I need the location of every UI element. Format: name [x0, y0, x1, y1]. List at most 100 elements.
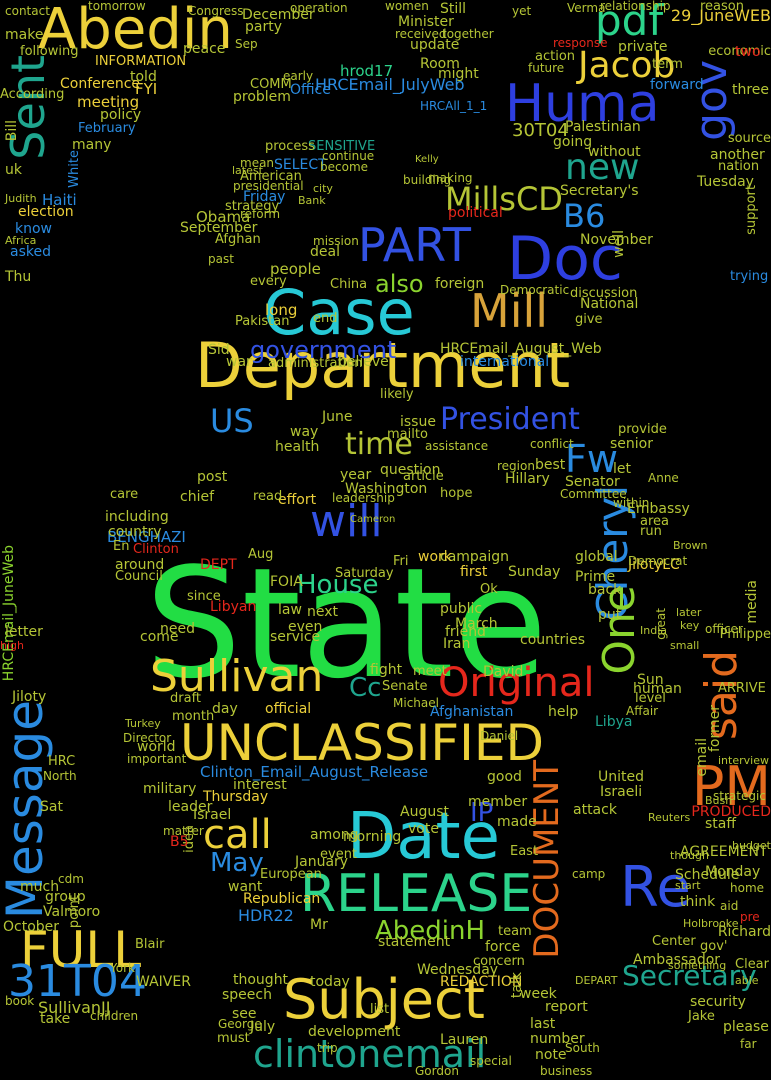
cloud-word-libya: Libya	[595, 714, 633, 730]
cloud-word-assistance: assistance	[425, 439, 489, 453]
cloud-word-letter: letter	[5, 624, 43, 640]
cloud-word-libyan: Libyan	[210, 599, 257, 615]
cloud-word-judith: Judith	[5, 192, 37, 205]
cloud-word-response: response	[553, 36, 608, 50]
cloud-word-doc: Doc	[507, 224, 623, 294]
cloud-word-embassy: Embassy	[627, 501, 690, 517]
cloud-word-lauren: Lauren	[440, 1032, 489, 1048]
cloud-word-department: Department	[195, 329, 571, 402]
cloud-word-prime: Prime	[575, 569, 616, 585]
cloud-word-update: update	[410, 37, 460, 53]
cloud-word-take: take	[40, 1011, 71, 1027]
cloud-word-hdr22: HDR22	[238, 906, 294, 925]
cloud-word-work: work	[418, 549, 452, 565]
cloud-word-one: One	[594, 585, 645, 675]
cloud-word-tuesday: Tuesday	[697, 174, 754, 190]
cloud-word-obama: Obama	[196, 208, 251, 226]
cloud-word-long: long	[265, 301, 298, 319]
cloud-word-jake: Jake	[688, 1009, 715, 1024]
cloud-word-trip: trip	[317, 1041, 338, 1055]
cloud-word-fw: Fw	[565, 437, 618, 481]
cloud-word-hrod17: hrod17	[340, 62, 394, 80]
cloud-word-jacob: Jacob	[578, 45, 676, 86]
cloud-word-military: military	[143, 781, 197, 797]
cloud-word-t31t04: 31T04	[8, 956, 147, 1007]
cloud-word-area: area	[640, 514, 669, 529]
cloud-word-european: European	[260, 867, 322, 882]
cloud-word-next: next	[307, 604, 339, 620]
cloud-word-public: public	[440, 601, 483, 617]
cloud-word-chief: chief	[180, 489, 215, 505]
cloud-word-committee: Committee	[560, 487, 627, 501]
cloud-word-democratic: Democratic	[500, 283, 570, 297]
cloud-word-february: February	[78, 121, 136, 136]
cloud-word-senator: Senator	[565, 474, 620, 490]
cloud-word-waiver: WAIVER	[136, 974, 191, 990]
cloud-word-leadership: leadership	[332, 491, 395, 505]
cloud-word-house: House	[297, 570, 379, 600]
cloud-word-mailto: mailto	[387, 427, 428, 442]
cloud-word-sunday: Sunday	[508, 564, 561, 580]
cloud-word-question: question	[380, 462, 441, 478]
cloud-word-run: run	[640, 524, 662, 539]
cloud-word-told: told	[130, 69, 157, 85]
cloud-word-action: action	[535, 49, 576, 64]
cloud-word-among: among	[310, 827, 359, 843]
cloud-word-bush: Bush	[705, 794, 733, 807]
cloud-word-high: high	[0, 639, 24, 652]
cloud-word-july: July	[250, 1019, 276, 1035]
cloud-word-law: law	[278, 602, 302, 618]
cloud-word-abedin: Abedin	[38, 0, 233, 62]
cloud-word-since: since	[187, 589, 221, 604]
cloud-word-vote: vote	[408, 821, 439, 837]
cloud-word-kelly: Kelly	[415, 154, 439, 165]
cloud-word-hrc: HRC	[48, 754, 76, 769]
cloud-word-thursday: Thursday	[203, 789, 269, 805]
cloud-word-attack: attack	[573, 802, 617, 818]
cloud-word-june: June	[322, 409, 353, 425]
cloud-word-october: October	[3, 919, 60, 935]
cloud-word-countries: countries	[520, 632, 586, 648]
cloud-word-new: new	[565, 147, 640, 188]
cloud-word-great: great	[654, 608, 668, 640]
cloud-word-york: York	[110, 961, 135, 975]
cloud-word-policy: policy	[100, 107, 142, 123]
cloud-word-december: December	[242, 7, 315, 23]
cloud-word-september: September	[180, 220, 258, 236]
cloud-word-brown: Brown	[673, 539, 708, 552]
cloud-word-important: important	[127, 752, 187, 766]
cloud-word-select: SELECT	[274, 157, 327, 173]
cloud-word-source: source	[727, 131, 771, 146]
cloud-word-relationship: relationship	[600, 0, 671, 13]
cloud-word-home: home	[730, 881, 765, 895]
cloud-word-camp: camp	[572, 867, 606, 881]
cloud-word-week: week	[520, 986, 557, 1002]
cloud-word-room: Room	[420, 56, 460, 72]
cloud-word-produced: PRODUCED	[691, 804, 771, 820]
cloud-word-sat: Sat	[40, 799, 63, 815]
cloud-word-sent: Sent	[1, 55, 55, 160]
cloud-word-sullivan: Sullivan	[150, 651, 324, 702]
cloud-word-future: future	[528, 61, 565, 75]
cloud-word-meeting: meeting	[77, 93, 140, 111]
cloud-word-time: time	[345, 427, 413, 462]
cloud-word-arrive: ARRIVE	[718, 681, 766, 696]
cloud-word-morning: morning	[343, 829, 402, 845]
cloud-word-en: En	[113, 539, 130, 554]
cloud-word-much: much	[20, 879, 60, 895]
cloud-word-re: Re	[620, 855, 691, 920]
cloud-word-interest: interest	[233, 777, 287, 793]
cloud-word-made: made	[497, 814, 537, 830]
cloud-word-report: report	[545, 999, 588, 1015]
cloud-word-likely: likely	[380, 387, 414, 402]
cloud-word-bank: Bank	[298, 194, 326, 207]
cloud-word-democrat: Democrat	[628, 554, 688, 568]
cloud-word-india: India	[640, 624, 667, 637]
cloud-word-statement: statement	[378, 934, 451, 950]
cloud-word-development: development	[308, 1024, 401, 1040]
cloud-word-case: Case	[263, 276, 415, 349]
cloud-word-war: war	[226, 354, 252, 370]
cloud-word-jiloty: Jiloty	[12, 689, 47, 705]
cloud-word-administration: administration	[268, 356, 363, 371]
cloud-word-officer: officer	[705, 622, 743, 636]
